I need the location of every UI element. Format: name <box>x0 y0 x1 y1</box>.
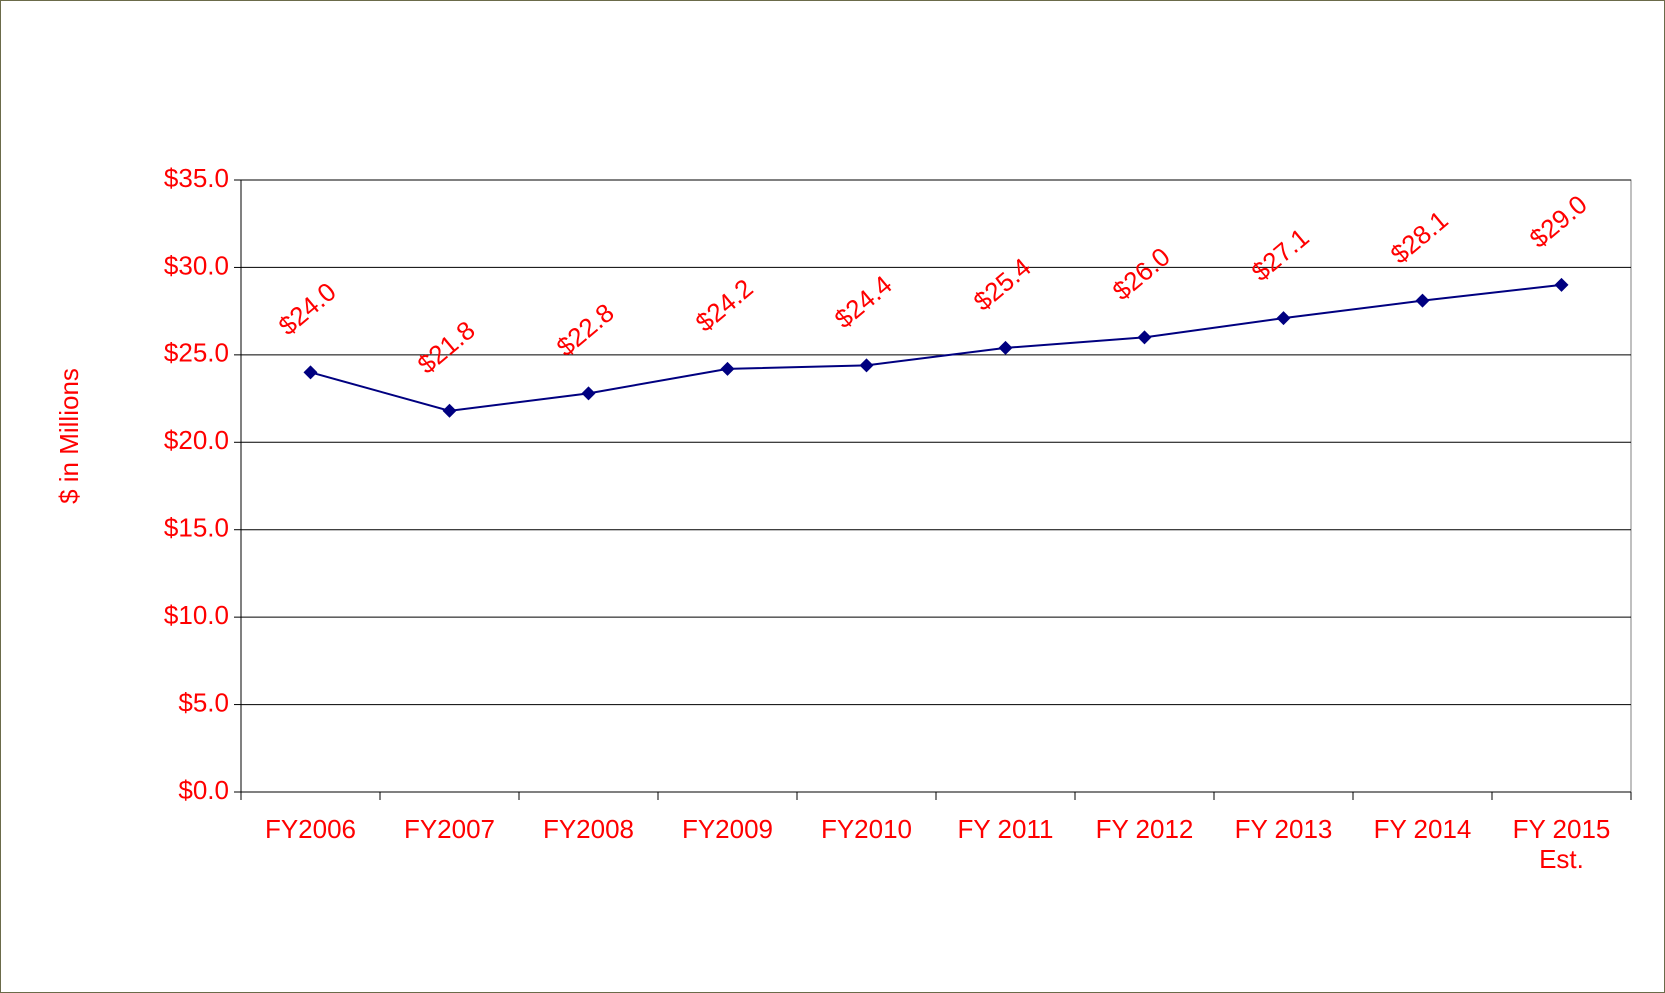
line <box>310 283 1562 412</box>
y-tick-label: $35.0 <box>164 163 229 193</box>
x-tick-label: FY 2014 <box>1373 814 1472 844</box>
marker <box>303 365 318 380</box>
data-label: $24.0 <box>273 276 342 341</box>
y-tick-label: $10.0 <box>164 600 229 630</box>
marker <box>859 358 874 373</box>
y-tick-label: $25.0 <box>164 338 229 368</box>
x-tick-label: FY 2013 <box>1234 814 1333 844</box>
marker <box>1554 277 1569 292</box>
data-label: $24.4 <box>829 269 898 334</box>
x-tick-label: FY 2011 <box>957 814 1054 844</box>
y-tick-label: $20.0 <box>164 425 229 455</box>
x-tick-label: FY2006 <box>264 814 357 844</box>
data-label: $24.2 <box>690 273 759 338</box>
marker <box>1137 330 1152 345</box>
marker <box>998 340 1013 355</box>
y-tick-label: $30.0 <box>164 250 229 280</box>
marker <box>720 361 735 376</box>
y-tick-label: $15.0 <box>164 513 229 543</box>
plot-area <box>240 179 1632 793</box>
x-tick-label: FY 2012 <box>1095 814 1194 844</box>
marker <box>1276 311 1291 326</box>
x-tick-label: FY 2015 Est. <box>1512 814 1611 874</box>
x-tick-label: FY2009 <box>681 814 774 844</box>
data-label: $22.8 <box>551 297 620 362</box>
data-label: $28.1 <box>1385 205 1454 270</box>
marker <box>1415 293 1430 308</box>
x-tick-label: FY2008 <box>542 814 635 844</box>
x-tick-label: FY2010 <box>820 814 913 844</box>
y-tick-label: $5.0 <box>178 687 229 717</box>
marker <box>581 386 596 401</box>
marker <box>442 403 457 418</box>
data-label: $27.1 <box>1246 222 1315 287</box>
y-tick-label: $0.0 <box>178 775 229 805</box>
data-label: $29.0 <box>1524 189 1593 254</box>
y-axis-label: $ in Millions <box>54 368 84 504</box>
x-tick-label: FY2007 <box>403 814 496 844</box>
data-label: $25.4 <box>968 252 1037 317</box>
data-label: $21.8 <box>412 315 481 380</box>
data-label: $26.0 <box>1107 241 1176 306</box>
